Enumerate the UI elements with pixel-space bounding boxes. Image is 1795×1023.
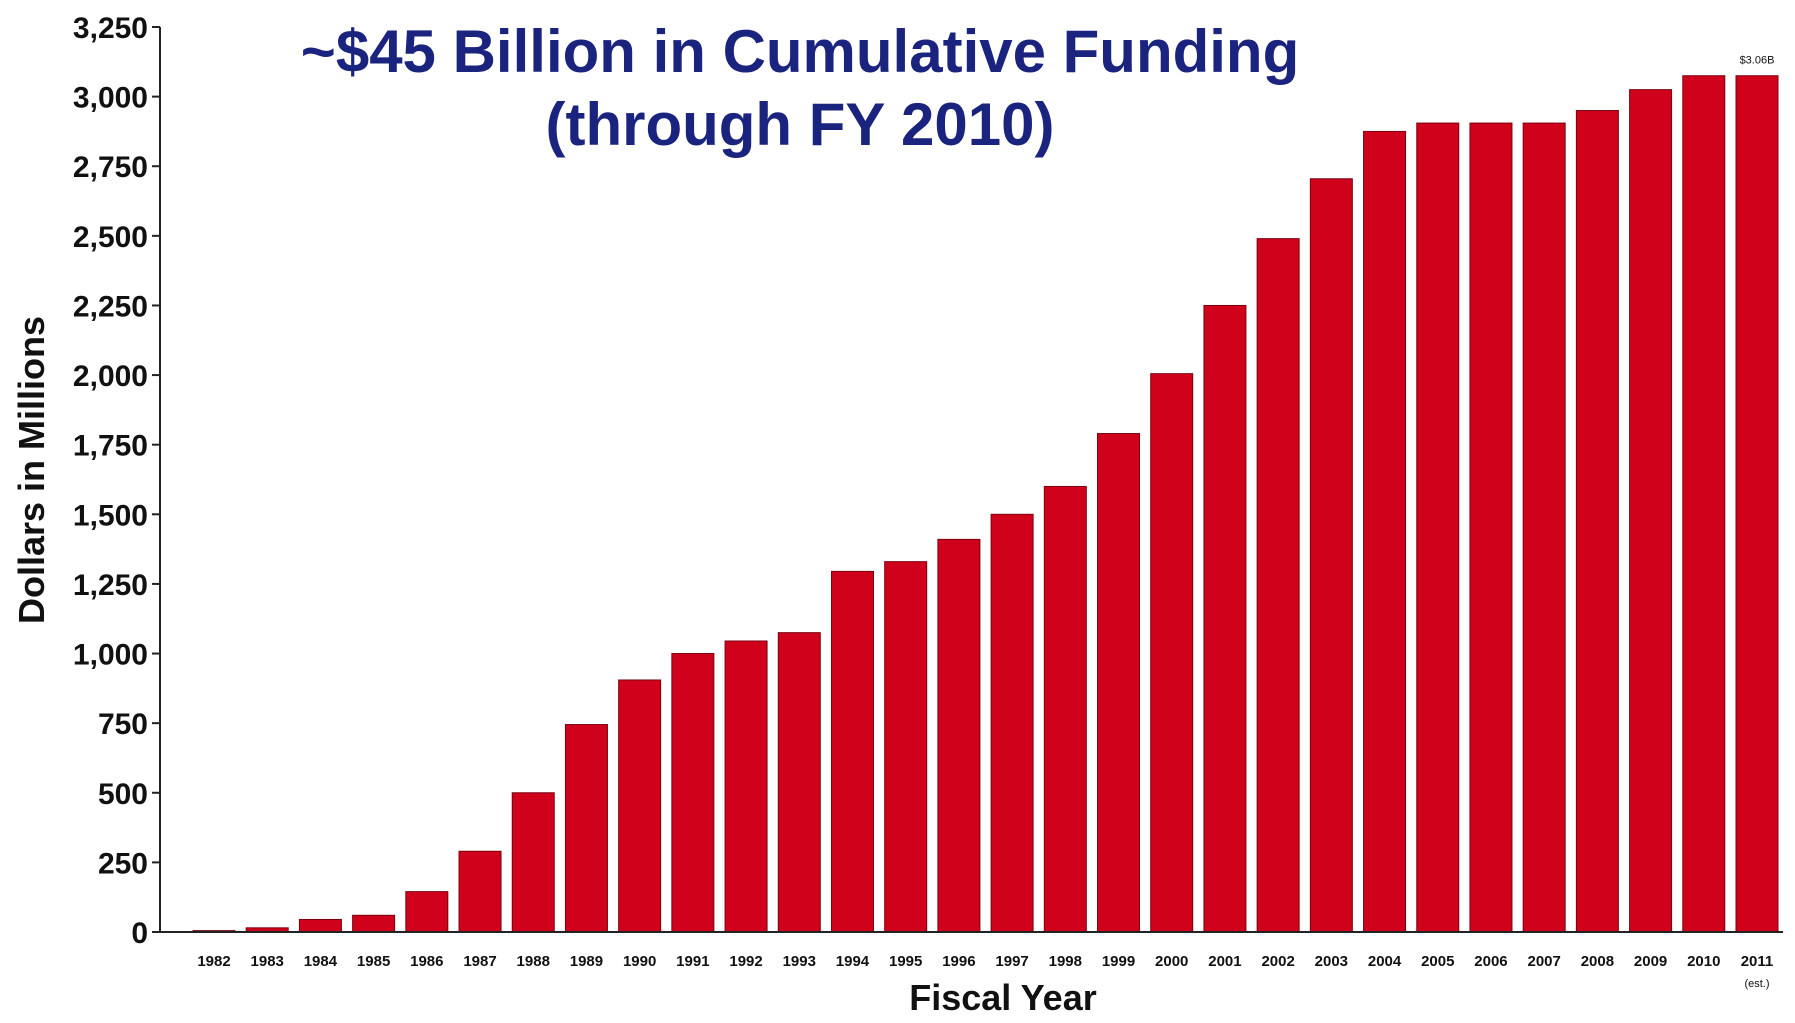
bar-2005 (1416, 122, 1460, 933)
y-tick-label: 0 (131, 917, 148, 950)
x-tick-label: 1987 (463, 953, 496, 970)
x-tick-label: 1983 (251, 953, 284, 970)
x-tick-label: 1991 (676, 953, 709, 970)
x-tick-label: 2011 (1741, 953, 1774, 970)
bar-2003 (1309, 178, 1353, 933)
bar-1995 (884, 561, 928, 933)
bar-2006 (1469, 122, 1513, 933)
y-axis-title: Dollars in Millions (11, 316, 52, 624)
x-tick-label: 2004 (1368, 953, 1402, 970)
chart-title-line-2: (through FY 2010) (546, 91, 1055, 158)
x-tick-label: 2005 (1421, 953, 1454, 970)
y-tick-label: 2,500 (73, 221, 148, 254)
x-axis-title: Fiscal Year (909, 977, 1097, 1018)
x-tick-label: 1998 (1049, 953, 1082, 970)
bar-1991 (671, 653, 715, 933)
bar-2007 (1522, 122, 1566, 933)
bar-1987 (458, 850, 502, 933)
y-tick-label: 750 (98, 708, 148, 741)
y-tick-label: 250 (98, 847, 148, 880)
bar-2011 (1735, 75, 1779, 933)
x-tick-label: 1996 (942, 953, 975, 970)
x-tick-label: 1989 (570, 953, 603, 970)
x-tick-label: 2007 (1527, 953, 1560, 970)
x-tick-label: 1984 (304, 953, 338, 970)
y-tick-label: 3,250 (73, 12, 148, 45)
bar-1993 (777, 632, 821, 933)
y-tick-label: 1,750 (73, 430, 148, 463)
y-tick-label: 2,250 (73, 290, 148, 323)
bar-1990 (618, 679, 662, 933)
bar-2002 (1256, 238, 1300, 933)
y-tick-label: 500 (98, 778, 148, 811)
x-tick-label: 2002 (1261, 953, 1294, 970)
x-tick-label: 1999 (1102, 953, 1135, 970)
x-tick-label: 2001 (1208, 953, 1241, 970)
x-tick-sublabel: (est.) (1744, 978, 1769, 990)
x-tick-label: 1993 (783, 953, 816, 970)
y-tick-label: 2,750 (73, 151, 148, 184)
x-tick-label: 2003 (1315, 953, 1348, 970)
x-tick-label: 1992 (729, 953, 762, 970)
y-tick-label: 1,250 (73, 569, 148, 602)
x-tick-label: 1994 (836, 953, 870, 970)
bar-1984 (298, 918, 342, 933)
y-tick-label: 2,000 (73, 360, 148, 393)
y-tick-label: 1,000 (73, 639, 148, 672)
bar-1986 (405, 891, 449, 933)
x-tick-label: 1982 (197, 953, 230, 970)
bar-1999 (1097, 433, 1141, 933)
bar-1988 (511, 792, 555, 933)
bar-1997 (990, 513, 1034, 933)
y-tick-label: 3,000 (73, 82, 148, 115)
x-tick-label: 1986 (410, 953, 443, 970)
x-tick-label: 2008 (1581, 953, 1614, 970)
y-tick-label: 1,500 (73, 499, 148, 532)
bar-1998 (1043, 485, 1087, 933)
bar-1989 (564, 724, 608, 933)
bar-1985 (352, 914, 396, 933)
bar-1992 (724, 640, 768, 933)
x-tick-label: 2010 (1687, 953, 1720, 970)
bar-1996 (937, 538, 981, 933)
x-tick-label: 2009 (1634, 953, 1667, 970)
bar-2004 (1363, 130, 1407, 933)
bar-2009 (1629, 89, 1673, 933)
bar-2008 (1575, 110, 1619, 933)
x-tick-label: 2006 (1474, 953, 1507, 970)
bar-2010 (1682, 75, 1726, 933)
bar-value-annotation: $3.06B (1740, 55, 1775, 67)
x-tick-label: 1995 (889, 953, 922, 970)
bar-2001 (1203, 304, 1247, 933)
x-tick-label: 1988 (517, 953, 550, 970)
x-tick-label: 1997 (995, 953, 1028, 970)
bar-1994 (830, 570, 874, 933)
x-tick-label: 1990 (623, 953, 656, 970)
x-tick-label: 2000 (1155, 953, 1188, 970)
chart-title-line-1: ~$45 Billion in Cumulative Funding (301, 18, 1299, 85)
x-tick-label: 1985 (357, 953, 390, 970)
bar-2000 (1150, 373, 1194, 933)
